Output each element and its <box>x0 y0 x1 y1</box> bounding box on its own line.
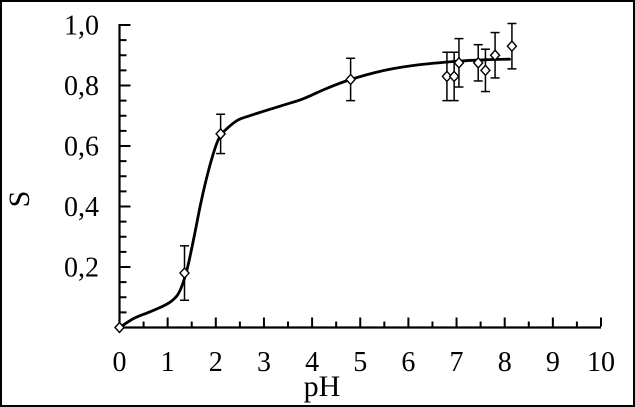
y-tick-label: 1,0 <box>64 11 99 42</box>
diamond-marker <box>441 70 453 83</box>
axes <box>118 24 602 329</box>
x-tick-label: 2 <box>209 347 223 378</box>
diamond-marker <box>215 127 227 140</box>
error-bars <box>180 22 517 302</box>
x-tick-label: 1 <box>161 347 175 378</box>
diamond-marker <box>472 56 484 69</box>
x-tick-label: 6 <box>401 347 415 378</box>
diamond-marker <box>448 70 460 83</box>
diamond-marker <box>489 49 501 62</box>
x-tick-label: 4 <box>305 347 319 378</box>
diamond-marker <box>345 73 357 86</box>
data-point-markers <box>114 40 518 334</box>
x-tick-label: 0 <box>113 347 127 378</box>
tick-labels: 0,2 0,4 0,6 0,8 1,0 0 1 2 3 4 5 6 7 8 9 10 <box>64 11 615 379</box>
y-tick-label: 0,2 <box>64 253 99 284</box>
y-axis-title: S <box>3 191 36 208</box>
x-tick-label: 8 <box>498 347 512 378</box>
x-tick-label: 3 <box>257 347 271 378</box>
diamond-marker <box>114 321 125 334</box>
x-tick-label: 5 <box>353 347 367 378</box>
y-tick-label: 0,8 <box>64 71 99 102</box>
diamond-marker <box>179 267 190 280</box>
x-tick-label: 7 <box>450 347 464 378</box>
diamond-marker <box>506 40 518 53</box>
diamond-marker <box>453 56 465 69</box>
x-tick-label: 9 <box>546 347 560 378</box>
x-tick-label: 10 <box>587 347 615 378</box>
fitted-curve <box>118 57 511 329</box>
y-tick-label: 0,4 <box>64 192 99 223</box>
y-tick-label: 0,6 <box>64 132 99 163</box>
fitted-curve-path <box>118 57 511 329</box>
x-axis-title: pH <box>304 370 341 403</box>
diamond-marker <box>479 64 491 77</box>
